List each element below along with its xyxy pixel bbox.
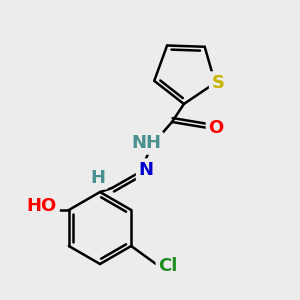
Text: N: N: [139, 161, 154, 179]
Text: HO: HO: [27, 197, 57, 215]
Text: NH: NH: [131, 134, 161, 152]
Text: Cl: Cl: [158, 257, 178, 275]
Text: H: H: [91, 169, 106, 187]
Text: S: S: [212, 74, 225, 92]
Text: O: O: [208, 119, 224, 137]
